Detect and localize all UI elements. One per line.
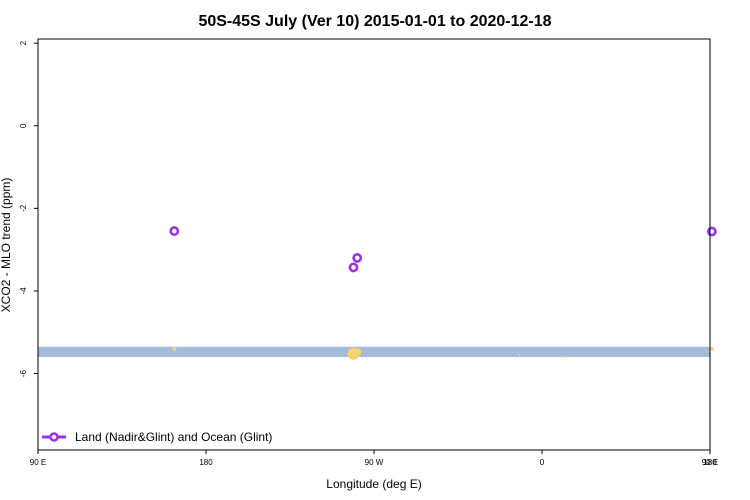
y-tick-label: 0 [19,123,28,128]
yellow-point [709,346,714,351]
x-tick-label: 90 E [702,458,718,467]
chart-title: 50S-45S July (Ver 10) 2015-01-01 to 2020… [198,13,551,30]
yellow-point [518,353,521,356]
y-tick-label: -4 [19,287,28,295]
purple-point [706,226,717,237]
x-tick-label: 0 [540,458,545,467]
yellow-point [353,348,362,357]
x-axis-label: Longitude (deg E) [326,477,421,491]
purple-point [348,262,359,273]
x-tick-label: 90 E [30,458,46,467]
legend-marker-swatch [49,432,59,442]
yellow-point [172,346,177,351]
y-tick-label: -6 [19,369,28,377]
purple-point [352,253,363,263]
x-tick-label-right: 180 [703,458,717,467]
plot-frame [37,38,711,451]
y-axis-ticks: 2 0 -2 -4 -6 [19,40,38,377]
x-tick-label: 180 [199,458,213,467]
reference-band [38,346,710,358]
legend-entry-label: Land (Nadir&Glint) and Ocean (Glint) [75,430,272,444]
yellow-point [563,356,566,359]
legend: Land (Nadir&Glint) and Ocean (Glint) [42,430,272,444]
x-tick-label: 90 W [365,458,384,467]
purple-point [169,226,180,236]
data-points [169,226,717,360]
y-axis-label: XCO2 - MLO trend (ppm) [0,178,13,313]
y-tick-label: -2 [19,204,28,212]
y-tick-label: 2 [19,40,28,45]
